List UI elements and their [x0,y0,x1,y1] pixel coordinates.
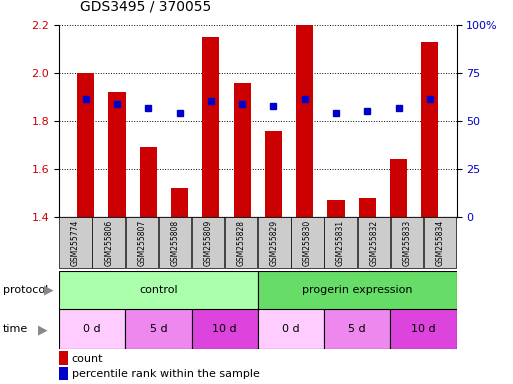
Text: protocol: protocol [3,285,48,295]
Bar [358,217,390,268]
Text: 0 d: 0 d [282,324,300,334]
Text: GSM255806: GSM255806 [104,220,113,266]
Bar [265,131,282,217]
Bar [258,309,324,349]
Bar [159,217,191,268]
Bar [126,217,158,268]
Bar [291,217,324,268]
Text: percentile rank within the sample: percentile rank within the sample [72,369,260,379]
Text: 5 d: 5 d [150,324,167,334]
Text: time: time [3,324,28,334]
Text: ▶: ▶ [38,323,47,336]
Text: control: control [139,285,177,295]
Bar [258,271,457,309]
Bar [108,92,126,217]
Bar [324,217,357,268]
Text: GDS3495 / 370055: GDS3495 / 370055 [80,0,211,13]
Bar [59,271,258,309]
Text: progerin expression: progerin expression [302,285,412,295]
Text: GSM255831: GSM255831 [336,220,345,266]
Text: 0 d: 0 d [83,324,101,334]
Text: 5 d: 5 d [348,324,366,334]
Text: GSM255834: GSM255834 [436,220,444,266]
Bar [324,309,390,349]
Text: GSM255809: GSM255809 [204,220,212,266]
Bar [390,309,457,349]
Text: GSM255774: GSM255774 [71,220,80,266]
Bar [59,309,125,349]
Bar [202,37,220,217]
Bar [424,217,456,268]
Bar [192,217,224,268]
Bar [296,25,313,217]
Bar [327,200,345,217]
Bar [60,217,92,268]
Text: GSM255830: GSM255830 [303,220,312,266]
Bar [421,42,439,217]
Bar [233,83,251,217]
Bar [359,198,376,217]
Text: ▶: ▶ [45,283,54,296]
Text: count: count [72,354,103,364]
Text: GSM255829: GSM255829 [270,220,279,266]
Text: GSM255807: GSM255807 [137,220,146,266]
Bar [77,73,94,217]
Text: GSM255828: GSM255828 [236,220,246,266]
Bar [140,147,157,217]
Text: GSM255833: GSM255833 [402,220,411,266]
Bar [390,159,407,217]
Bar [171,188,188,217]
Bar [390,217,423,268]
Bar [191,309,258,349]
Bar [225,217,258,268]
Bar [258,217,290,268]
Text: 10 d: 10 d [411,324,436,334]
Text: 10 d: 10 d [212,324,237,334]
Bar [92,217,125,268]
Bar [125,309,191,349]
Text: GSM255832: GSM255832 [369,220,378,266]
Text: GSM255808: GSM255808 [170,220,180,266]
